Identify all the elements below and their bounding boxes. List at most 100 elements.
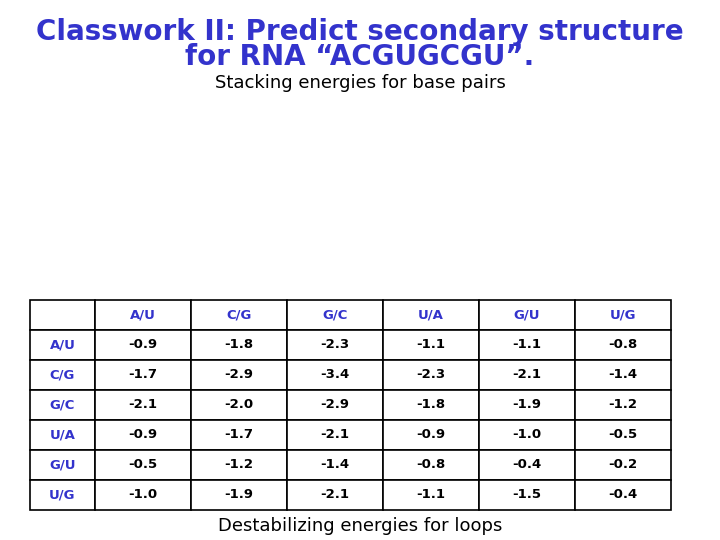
Text: -1.0: -1.0 xyxy=(128,489,158,502)
Text: -0.9: -0.9 xyxy=(128,429,158,442)
Text: -2.3: -2.3 xyxy=(416,368,446,381)
Text: G/U: G/U xyxy=(49,458,76,471)
Bar xyxy=(287,480,383,510)
Bar xyxy=(287,390,383,420)
Bar xyxy=(287,360,383,390)
Text: -2.3: -2.3 xyxy=(320,339,350,352)
Bar xyxy=(30,480,95,510)
Bar xyxy=(383,390,479,420)
Text: -0.5: -0.5 xyxy=(608,429,638,442)
Bar xyxy=(191,300,287,330)
Text: Destabilizing energies for loops: Destabilizing energies for loops xyxy=(218,517,502,535)
Bar xyxy=(479,300,575,330)
Bar xyxy=(479,480,575,510)
Text: A/U: A/U xyxy=(130,308,156,321)
Bar xyxy=(575,390,671,420)
Text: G/C: G/C xyxy=(323,308,348,321)
Bar xyxy=(30,420,95,450)
Bar xyxy=(191,450,287,480)
Text: -1.4: -1.4 xyxy=(608,368,638,381)
Bar xyxy=(30,300,95,330)
Text: -2.1: -2.1 xyxy=(128,399,158,411)
Text: -1.7: -1.7 xyxy=(128,368,158,381)
Bar xyxy=(287,300,383,330)
Text: -0.9: -0.9 xyxy=(128,339,158,352)
Text: G/C: G/C xyxy=(50,399,75,411)
Bar xyxy=(30,390,95,420)
Text: -2.0: -2.0 xyxy=(225,399,253,411)
Text: -3.4: -3.4 xyxy=(320,368,350,381)
Text: U/G: U/G xyxy=(49,489,76,502)
Text: -0.2: -0.2 xyxy=(608,458,638,471)
Text: -1.8: -1.8 xyxy=(416,399,446,411)
Bar xyxy=(383,480,479,510)
Text: A/U: A/U xyxy=(50,339,76,352)
Text: C/G: C/G xyxy=(50,368,75,381)
Text: U/G: U/G xyxy=(610,308,636,321)
Bar xyxy=(30,450,95,480)
Text: for RNA “ACGUGCGU”.: for RNA “ACGUGCGU”. xyxy=(185,43,535,71)
Bar xyxy=(95,480,191,510)
Text: -2.1: -2.1 xyxy=(320,429,349,442)
Bar xyxy=(383,330,479,360)
Bar xyxy=(383,300,479,330)
Text: -2.1: -2.1 xyxy=(320,489,349,502)
Text: -0.9: -0.9 xyxy=(416,429,446,442)
Text: C/G: C/G xyxy=(226,308,252,321)
Bar xyxy=(479,420,575,450)
Text: -1.1: -1.1 xyxy=(416,339,446,352)
Text: -0.4: -0.4 xyxy=(513,458,541,471)
Text: U/A: U/A xyxy=(50,429,76,442)
Text: -1.9: -1.9 xyxy=(225,489,253,502)
Bar xyxy=(191,480,287,510)
Bar xyxy=(287,420,383,450)
Text: -1.2: -1.2 xyxy=(608,399,637,411)
Bar xyxy=(95,360,191,390)
Bar xyxy=(95,330,191,360)
Bar xyxy=(30,360,95,390)
Text: -2.1: -2.1 xyxy=(513,368,541,381)
Bar xyxy=(479,360,575,390)
Bar xyxy=(30,330,95,360)
Text: Stacking energies for base pairs: Stacking energies for base pairs xyxy=(215,74,505,92)
Text: Classwork II: Predict secondary structure: Classwork II: Predict secondary structur… xyxy=(36,18,684,46)
Bar xyxy=(479,390,575,420)
Bar xyxy=(575,420,671,450)
Bar xyxy=(479,450,575,480)
Text: -1.7: -1.7 xyxy=(225,429,253,442)
Bar xyxy=(287,330,383,360)
Text: -1.9: -1.9 xyxy=(513,399,541,411)
Text: -1.1: -1.1 xyxy=(513,339,541,352)
Bar xyxy=(287,450,383,480)
Text: U/A: U/A xyxy=(418,308,444,321)
Text: -0.5: -0.5 xyxy=(128,458,158,471)
Text: -1.2: -1.2 xyxy=(225,458,253,471)
Bar xyxy=(383,450,479,480)
Bar xyxy=(191,360,287,390)
Bar xyxy=(575,360,671,390)
Bar xyxy=(383,420,479,450)
Bar xyxy=(575,330,671,360)
Text: G/U: G/U xyxy=(514,308,540,321)
Text: -2.9: -2.9 xyxy=(225,368,253,381)
Text: -0.4: -0.4 xyxy=(608,489,638,502)
Text: -1.5: -1.5 xyxy=(513,489,541,502)
Bar xyxy=(191,420,287,450)
Bar xyxy=(95,420,191,450)
Text: -0.8: -0.8 xyxy=(416,458,446,471)
Bar xyxy=(95,390,191,420)
Bar xyxy=(191,390,287,420)
Bar xyxy=(383,360,479,390)
Bar xyxy=(95,300,191,330)
Text: -1.8: -1.8 xyxy=(225,339,253,352)
Text: -1.0: -1.0 xyxy=(513,429,541,442)
Bar xyxy=(575,480,671,510)
Bar xyxy=(191,330,287,360)
Text: -2.9: -2.9 xyxy=(320,399,349,411)
Text: -0.8: -0.8 xyxy=(608,339,638,352)
Text: -1.1: -1.1 xyxy=(416,489,446,502)
Bar xyxy=(95,450,191,480)
Text: -1.4: -1.4 xyxy=(320,458,350,471)
Bar xyxy=(479,330,575,360)
Bar xyxy=(575,300,671,330)
